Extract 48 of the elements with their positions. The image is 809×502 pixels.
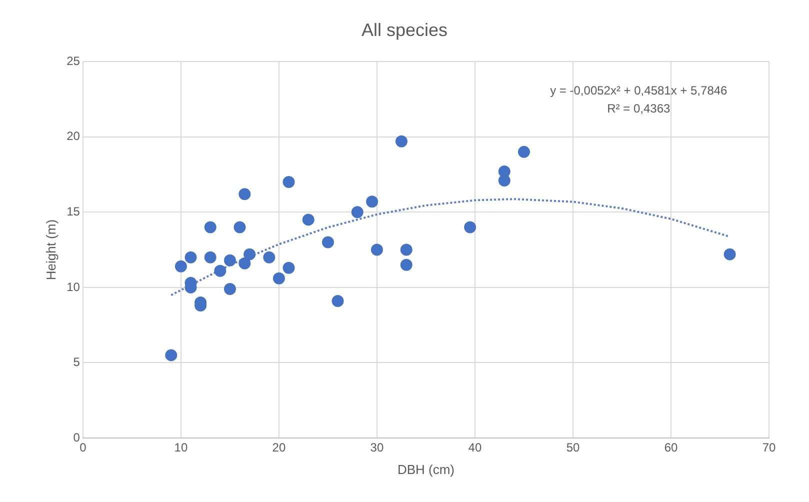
point	[272, 272, 285, 284]
point	[400, 244, 412, 256]
point	[498, 174, 510, 187]
point	[351, 206, 364, 218]
y-tick-label: 25	[66, 54, 80, 68]
point	[395, 135, 408, 148]
point	[174, 260, 187, 272]
y-tick-label: 15	[66, 204, 80, 218]
point	[400, 258, 412, 271]
point	[238, 188, 251, 200]
point	[302, 214, 314, 226]
point	[224, 282, 236, 295]
point	[518, 146, 530, 158]
x-tick-label: 10	[174, 440, 188, 455]
x-tick-label: 70	[762, 440, 776, 455]
annotation: y = -0,0052x² + 0,4581x + 5,7846	[550, 84, 728, 98]
point	[332, 294, 344, 307]
point	[204, 221, 216, 234]
point	[282, 262, 295, 274]
y-tick-label: 20	[66, 129, 80, 144]
point	[366, 196, 378, 208]
point	[214, 264, 226, 277]
point	[234, 221, 246, 234]
point	[282, 176, 295, 188]
x-tick-label: 60	[664, 440, 678, 455]
point	[184, 251, 197, 264]
y-axis-title: Height (m)	[43, 219, 58, 280]
point	[244, 248, 256, 260]
point	[165, 349, 178, 362]
y-tick-label: 10	[66, 280, 80, 294]
x-axis-title: DBH (cm)	[397, 462, 454, 477]
chart-title: All species	[361, 20, 448, 40]
x-tick-label: 20	[272, 440, 286, 455]
y-tick-label: 5	[73, 355, 80, 370]
annotation: R² = 0,4363	[607, 102, 670, 116]
x-tick-label: 30	[370, 440, 384, 455]
point	[322, 236, 334, 248]
point	[724, 248, 736, 260]
point	[263, 251, 276, 264]
x-tick-label: 50	[566, 440, 580, 455]
line-series	[170, 198, 731, 296]
x-tick-label: 40	[468, 440, 482, 455]
point	[464, 221, 476, 234]
point	[204, 251, 216, 264]
point	[224, 254, 236, 266]
point	[370, 244, 383, 256]
point	[238, 257, 251, 270]
y-tick-label: 0	[73, 430, 80, 444]
